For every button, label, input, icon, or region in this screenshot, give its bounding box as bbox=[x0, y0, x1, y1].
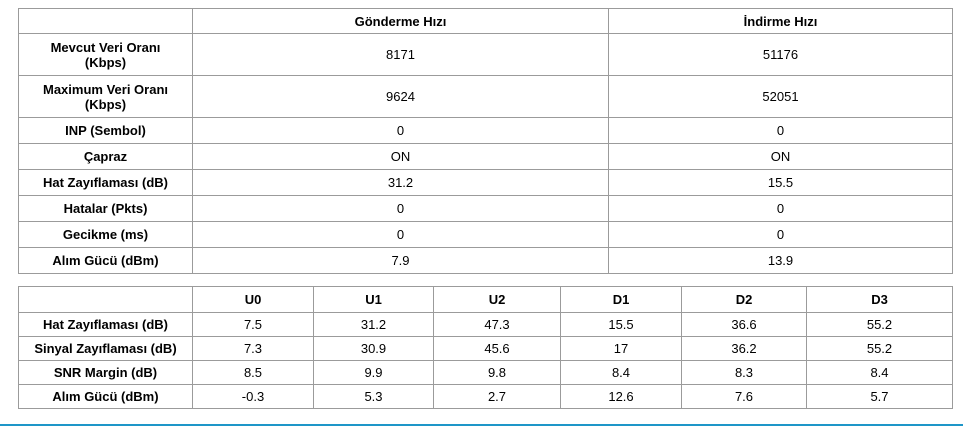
cell-value: 0 bbox=[608, 221, 953, 248]
column-header-d3: D3 bbox=[806, 286, 953, 313]
row-label: Çapraz bbox=[18, 143, 193, 170]
cell-value: 9624 bbox=[192, 75, 609, 118]
cell-value: 9.8 bbox=[433, 360, 561, 385]
row-label: INP (Sembol) bbox=[18, 117, 193, 144]
cell-value: 30.9 bbox=[313, 336, 434, 361]
cell-value: 8.5 bbox=[192, 360, 314, 385]
cell-value: 7.3 bbox=[192, 336, 314, 361]
table-row: Hatalar (Pkts) 0 0 bbox=[18, 195, 953, 222]
cell-value: 9.9 bbox=[313, 360, 434, 385]
cell-value: -0.3 bbox=[192, 384, 314, 409]
row-label: Sinyal Zayıflaması (dB) bbox=[18, 336, 193, 361]
row-label: SNR Margin (dB) bbox=[18, 360, 193, 385]
cell-value: 7.6 bbox=[681, 384, 807, 409]
row-label: Hatalar (Pkts) bbox=[18, 195, 193, 222]
cell-value: 51176 bbox=[608, 33, 953, 76]
table-row: Alım Gücü (dBm) -0.3 5.3 2.7 12.6 7.6 5.… bbox=[18, 384, 953, 409]
bottom-divider-line bbox=[0, 424, 963, 426]
cell-value: 55.2 bbox=[806, 312, 953, 337]
cell-value: 36.2 bbox=[681, 336, 807, 361]
table-header-row: Gönderme Hızı İndirme Hızı bbox=[18, 8, 953, 34]
table-row: Maximum Veri Oranı (Kbps) 9624 52051 bbox=[18, 75, 953, 118]
table-row: Çapraz ON ON bbox=[18, 143, 953, 170]
cell-value: 31.2 bbox=[313, 312, 434, 337]
cell-value: 0 bbox=[192, 195, 609, 222]
cell-value: ON bbox=[608, 143, 953, 170]
corner-cell bbox=[18, 286, 193, 313]
table-row: INP (Sembol) 0 0 bbox=[18, 117, 953, 144]
cell-value: 15.5 bbox=[608, 169, 953, 196]
band-stats-table: U0 U1 U2 D1 D2 D3 Hat Zayıflaması (dB) 7… bbox=[18, 286, 953, 409]
cell-value: 7.9 bbox=[192, 247, 609, 274]
cell-value: ON bbox=[192, 143, 609, 170]
row-label: Alım Gücü (dBm) bbox=[18, 384, 193, 409]
cell-value: 0 bbox=[608, 117, 953, 144]
row-label: Mevcut Veri Oranı (Kbps) bbox=[18, 33, 193, 76]
column-header-u2: U2 bbox=[433, 286, 561, 313]
table-row: SNR Margin (dB) 8.5 9.9 9.8 8.4 8.3 8.4 bbox=[18, 360, 953, 385]
cell-value: 8.4 bbox=[560, 360, 682, 385]
cell-value: 8.4 bbox=[806, 360, 953, 385]
cell-value: 55.2 bbox=[806, 336, 953, 361]
cell-value: 8171 bbox=[192, 33, 609, 76]
table-row: Hat Zayıflaması (dB) 7.5 31.2 47.3 15.5 … bbox=[18, 312, 953, 337]
cell-value: 0 bbox=[192, 117, 609, 144]
row-label-text: Maximum Veri Oranı (Kbps) bbox=[43, 81, 168, 112]
table-row: Sinyal Zayıflaması (dB) 7.3 30.9 45.6 17… bbox=[18, 336, 953, 361]
table-row: Hat Zayıflaması (dB) 31.2 15.5 bbox=[18, 169, 953, 196]
column-header-d2: D2 bbox=[681, 286, 807, 313]
row-label: Gecikme (ms) bbox=[18, 221, 193, 248]
cell-value: 17 bbox=[560, 336, 682, 361]
table-row: Alım Gücü (dBm) 7.9 13.9 bbox=[18, 247, 953, 274]
row-label: Maximum Veri Oranı (Kbps) bbox=[18, 75, 193, 118]
column-header-d1: D1 bbox=[560, 286, 682, 313]
cell-value: 36.6 bbox=[681, 312, 807, 337]
cell-value: 2.7 bbox=[433, 384, 561, 409]
table-row: Mevcut Veri Oranı (Kbps) 8171 51176 bbox=[18, 33, 953, 76]
cell-value: 8.3 bbox=[681, 360, 807, 385]
cell-value: 31.2 bbox=[192, 169, 609, 196]
cell-value: 45.6 bbox=[433, 336, 561, 361]
column-header-downstream: İndirme Hızı bbox=[608, 8, 953, 34]
cell-value: 13.9 bbox=[608, 247, 953, 274]
connection-stats-table: Gönderme Hızı İndirme Hızı Mevcut Veri O… bbox=[18, 8, 953, 274]
corner-cell bbox=[18, 8, 193, 34]
cell-value: 12.6 bbox=[560, 384, 682, 409]
cell-value: 15.5 bbox=[560, 312, 682, 337]
row-label: Hat Zayıflaması (dB) bbox=[18, 312, 193, 337]
cell-value: 47.3 bbox=[433, 312, 561, 337]
row-label-text: Mevcut Veri Oranı (Kbps) bbox=[50, 39, 161, 70]
cell-value: 0 bbox=[608, 195, 953, 222]
column-header-u1: U1 bbox=[313, 286, 434, 313]
cell-value: 7.5 bbox=[192, 312, 314, 337]
row-label: Hat Zayıflaması (dB) bbox=[18, 169, 193, 196]
row-label: Alım Gücü (dBm) bbox=[18, 247, 193, 274]
cell-value: 52051 bbox=[608, 75, 953, 118]
table-header-row: U0 U1 U2 D1 D2 D3 bbox=[18, 286, 953, 313]
column-header-upstream: Gönderme Hızı bbox=[192, 8, 609, 34]
cell-value: 5.3 bbox=[313, 384, 434, 409]
column-header-u0: U0 bbox=[192, 286, 314, 313]
table-row: Gecikme (ms) 0 0 bbox=[18, 221, 953, 248]
cell-value: 5.7 bbox=[806, 384, 953, 409]
cell-value: 0 bbox=[192, 221, 609, 248]
